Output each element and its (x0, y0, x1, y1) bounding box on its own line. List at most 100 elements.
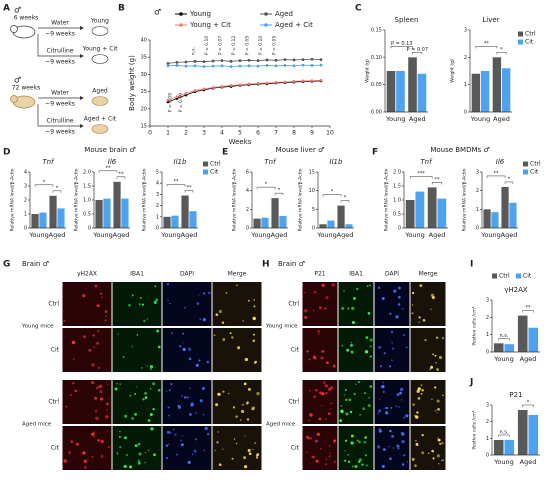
cell-spot (322, 381, 326, 384)
cell-spot (406, 461, 408, 463)
cell-spot (321, 405, 323, 407)
treatment-label: Water (51, 90, 69, 97)
cell-spot (181, 435, 183, 437)
micrograph-tile (302, 282, 338, 326)
cell-spot (353, 392, 356, 396)
treatment-label: Citrulline (47, 118, 74, 125)
cell-spot (381, 296, 385, 301)
cell-spot (82, 452, 84, 454)
cell-spot (246, 418, 250, 421)
cell-spot (93, 431, 96, 433)
legend-label: Ctrl (210, 161, 221, 168)
cell-spot (141, 303, 145, 306)
cell-spot (167, 406, 170, 409)
cell-spot (355, 287, 359, 291)
cell-spot (231, 457, 234, 460)
cell-spot (381, 464, 385, 468)
cell-spot (412, 403, 415, 406)
annotation: n.s. (500, 430, 509, 436)
cell-spot (411, 304, 414, 306)
cell-spot (305, 435, 309, 439)
y-tick-label: 1 (156, 214, 159, 220)
x-tick-label: Aged (429, 231, 446, 239)
x-tick-label: Aged (113, 231, 130, 239)
cell-spot (441, 442, 444, 445)
cell-spot (305, 451, 308, 454)
y-tick-label: 0.00 (371, 110, 382, 116)
cell-spot (100, 292, 103, 295)
cell-spot (167, 443, 170, 446)
cell-spot (150, 368, 152, 370)
cell-spot (194, 438, 198, 441)
legend-swatch (518, 39, 523, 45)
x-tick-label: 2 (184, 130, 188, 137)
cell-spot (415, 415, 419, 419)
cell-spot (83, 335, 86, 338)
cell-spot (344, 439, 348, 442)
panel-label: G (3, 260, 10, 270)
cell-spot (364, 350, 369, 354)
cell-spot (397, 406, 400, 408)
bar (345, 224, 353, 228)
cell-spot (134, 412, 137, 416)
chart-title: Il1b (174, 158, 187, 166)
cell-spot (329, 408, 332, 410)
y-tick-label: 1.0 (393, 198, 401, 204)
y-axis-label: Body weight (g) (128, 55, 136, 111)
cell-spot (106, 383, 109, 385)
data-point (247, 64, 251, 68)
data-point (310, 79, 314, 82)
cell-spot (106, 409, 108, 411)
cell-spot (253, 361, 256, 364)
cell-spot (434, 409, 437, 412)
data-point (175, 64, 179, 67)
cell-spot (254, 441, 257, 444)
cell-spot (401, 440, 405, 444)
data-point (211, 64, 215, 68)
cell-spot (179, 345, 182, 348)
cell-spot (232, 406, 236, 409)
cell-spot (117, 333, 119, 336)
cell-spot (65, 405, 68, 408)
panel-label: F (372, 148, 378, 158)
y-tick-label: 3 (486, 403, 489, 409)
group-label: Young mice (21, 324, 54, 330)
bar (492, 57, 502, 112)
cell-spot (366, 285, 369, 287)
legend-swatch (492, 273, 497, 279)
x-tick-label: 8 (292, 130, 296, 137)
cell-spot (248, 299, 250, 302)
data-point (292, 58, 296, 62)
cell-spot (118, 435, 121, 438)
legend-label: Young (189, 10, 211, 18)
cell-spot (201, 386, 205, 391)
bar (181, 195, 189, 228)
cell-spot (225, 292, 228, 294)
arrow-head (80, 124, 84, 128)
cell-spot (419, 284, 423, 288)
y-tick-label: 2 (476, 188, 479, 194)
cell-spot (369, 355, 372, 358)
panel-label: E (222, 148, 228, 158)
cell-spot (94, 284, 98, 288)
data-point (202, 65, 206, 68)
cell-spot (153, 453, 156, 457)
cell-spot (149, 365, 154, 369)
cell-spot (101, 296, 103, 299)
legend-label: Cit (210, 169, 219, 176)
x-tick-label: Aged (181, 231, 198, 239)
data-point (193, 89, 197, 92)
cell-spot (116, 383, 118, 385)
cell-spot (221, 321, 225, 324)
y-tick-label: 15 (309, 170, 315, 176)
group-title: Mouse BMDMs ♂ (430, 146, 489, 154)
cell-spot (152, 407, 155, 411)
micrograph-tile (410, 328, 446, 372)
channel-label: γH2AX (77, 271, 97, 278)
cell-spot (329, 452, 331, 454)
y-axis-label: Weight (g) (365, 59, 371, 83)
cell-spot (198, 294, 200, 296)
micrograph-tile (62, 426, 112, 470)
y-tick-label: 0 (88, 226, 91, 232)
y-axis-label: Relative mRNA level/β-Actin (384, 168, 390, 231)
